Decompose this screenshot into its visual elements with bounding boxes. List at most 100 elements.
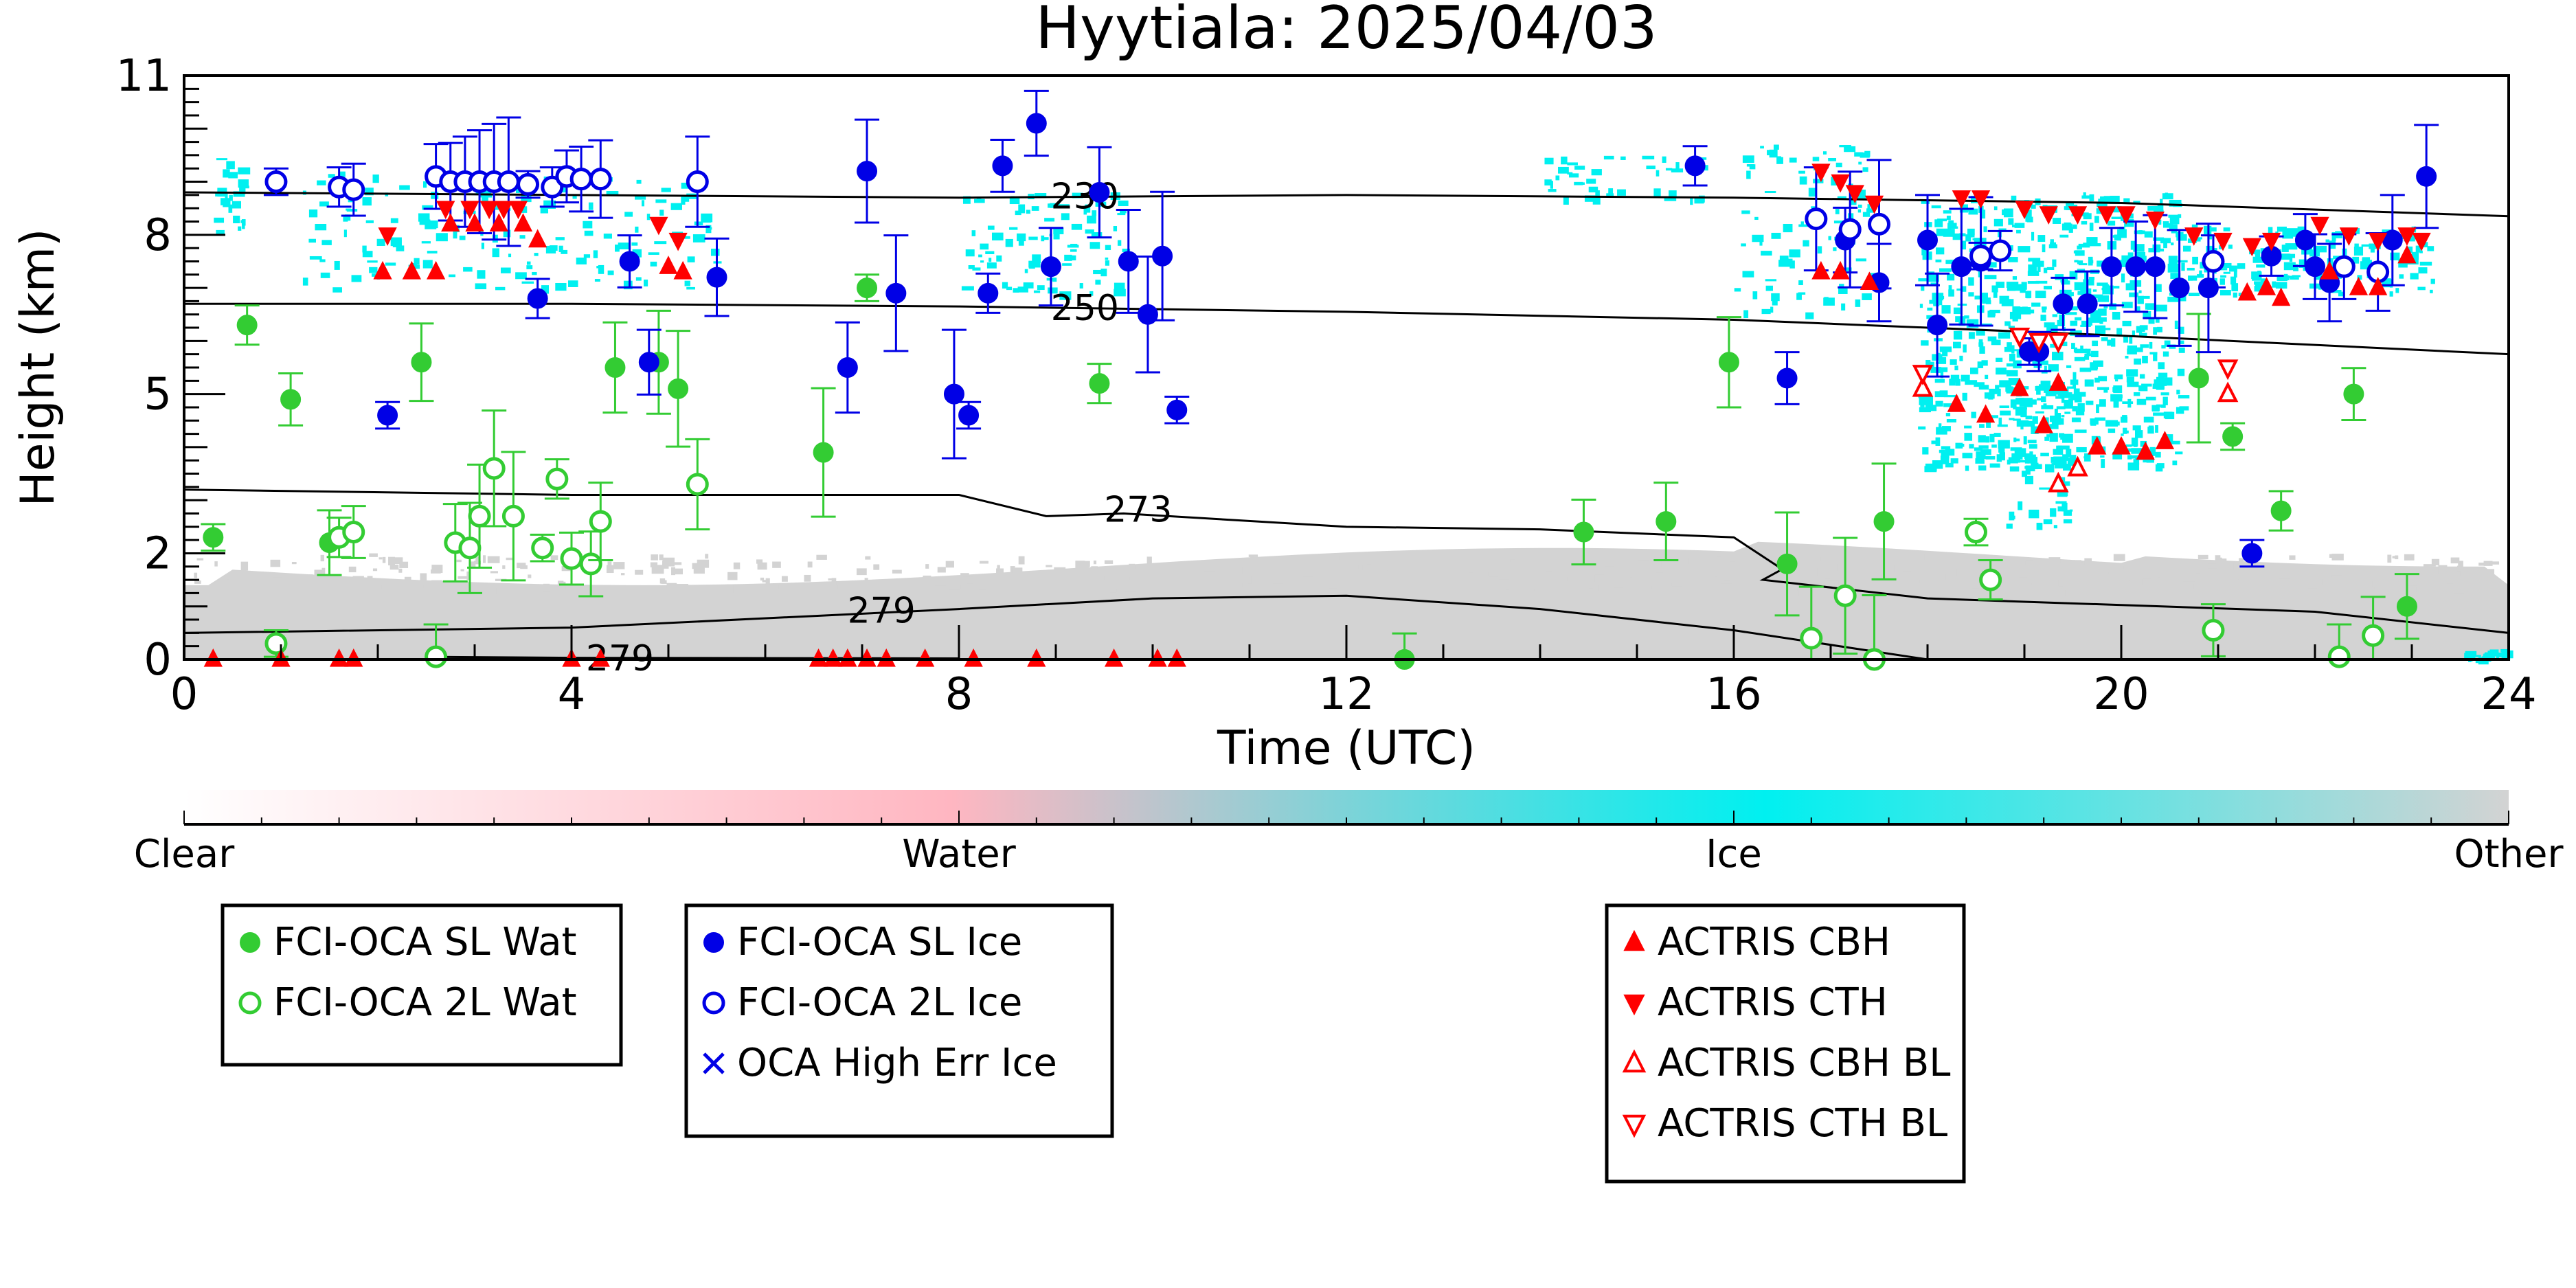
data-point — [411, 352, 432, 373]
cloud-pixel — [2077, 245, 2082, 250]
cloud-pixel — [2008, 378, 2021, 385]
cloud-pixel — [588, 202, 594, 210]
data-point — [2015, 201, 2034, 220]
cloud-pixel — [1808, 567, 1818, 577]
cloud-pixel — [2066, 449, 2072, 458]
cloud-pixel — [457, 576, 468, 579]
cloud-pixel — [1942, 349, 1948, 357]
cloud-pixel — [2423, 564, 2436, 567]
data-point — [1718, 352, 1739, 373]
cloud-pixel — [1968, 277, 1974, 286]
cloud-pixel — [2006, 370, 2018, 376]
cloud-pixel — [2160, 404, 2166, 408]
cloud-pixel — [2078, 263, 2088, 266]
cloud-pixel — [2151, 405, 2160, 411]
cloud-pixel — [2155, 425, 2158, 433]
cloud-pixel — [572, 196, 577, 199]
cloud-pixel — [1743, 310, 1749, 319]
data-point — [1026, 113, 1047, 134]
data-point — [1868, 212, 1890, 236]
cloud-pixel — [1525, 583, 1535, 591]
cloud-pixel — [1591, 169, 1602, 176]
data-point — [2261, 232, 2281, 251]
cloud-pixel — [583, 254, 591, 258]
legend-label: FCI-OCA SL Ice — [737, 920, 1022, 964]
cloud-pixel — [762, 580, 768, 583]
cloud-pixel — [2470, 655, 2481, 657]
cloud-pixel — [2208, 563, 2217, 569]
cloud-pixel — [2134, 430, 2143, 438]
cloud-pixel — [2260, 278, 2266, 286]
cloud-pixel — [705, 554, 709, 559]
cloud-pixel — [2103, 387, 2108, 393]
cloud-pixel — [2061, 396, 2065, 403]
cloud-pixel — [2144, 231, 2153, 238]
cloud-pixel — [2064, 411, 2071, 414]
data-point — [2155, 431, 2175, 449]
cloud-pixel — [2283, 567, 2290, 569]
cloud-pixel — [2040, 452, 2049, 457]
cloud-pixel — [2083, 456, 2088, 459]
cloud-pixel — [390, 218, 398, 223]
cloud-pixel — [1965, 234, 1971, 242]
cloud-pixel — [460, 569, 464, 572]
cloud-pixel — [481, 242, 484, 249]
cloud-pixel — [613, 562, 625, 569]
cloud-pixel — [2148, 317, 2155, 324]
data-point — [668, 378, 689, 399]
cloud-pixel — [273, 574, 282, 578]
cloud-pixel — [2417, 286, 2426, 291]
cloud-pixel — [1939, 268, 1952, 272]
cloud-pixel — [1012, 567, 1023, 574]
cloud-pixel — [1557, 573, 1566, 581]
cloud-pixel — [2096, 404, 2099, 414]
cloud-pixel — [1798, 280, 1803, 286]
cloud-pixel — [1868, 572, 1878, 580]
cloud-pixel — [1568, 173, 1579, 178]
cloud-pixel — [2101, 459, 2105, 468]
cloud-pixel — [1936, 427, 1947, 435]
cloud-pixel — [2061, 502, 2068, 512]
cloud-pixel — [2357, 275, 2362, 280]
cloud-pixel — [2010, 399, 2017, 408]
cloud-pixel — [1544, 179, 1552, 185]
cloud-pixel — [2307, 580, 2318, 589]
cloud-pixel — [1765, 279, 1777, 282]
cloud-pixel — [1975, 458, 1985, 464]
cloud-pixel — [399, 561, 409, 568]
cloud-pixel — [1554, 553, 1561, 558]
cloud-pixel — [2158, 372, 2168, 378]
cloud-pixel — [543, 583, 550, 592]
legend-label: ACTRIS CBH — [1658, 920, 1890, 964]
cloud-pixel — [1662, 156, 1667, 163]
cloud-pixel — [2097, 387, 2110, 390]
legend-label: FCI-OCA SL Wat — [273, 920, 577, 964]
cloud-pixel — [2084, 272, 2088, 280]
cloud-pixel — [2419, 261, 2432, 266]
cloud-pixel — [2004, 321, 2011, 326]
cloud-pixel — [2020, 307, 2031, 315]
data-point — [2272, 287, 2291, 306]
cloud-pixel — [2254, 281, 2261, 285]
cloud-pixel — [1968, 292, 1974, 297]
data-point — [2369, 232, 2388, 251]
cloud-pixel — [2009, 354, 2015, 362]
cloud-pixel — [2160, 392, 2169, 396]
cloud-pixel — [1849, 196, 1857, 205]
cloud-pixel — [1095, 201, 1107, 207]
cloud-pixel — [421, 241, 431, 244]
cloud-pixel — [1653, 188, 1661, 198]
cloud-pixel — [1033, 290, 1041, 293]
cloud-pixel — [2112, 452, 2123, 460]
cloud-pixel — [2157, 205, 2164, 211]
cloud-pixel — [1977, 361, 1984, 369]
data-point — [1917, 229, 1938, 251]
cloud-pixel — [1093, 561, 1097, 565]
cloud-pixel — [420, 573, 427, 582]
cloud-pixel — [1506, 589, 1510, 598]
series-actris-cbh-bl — [1912, 376, 2239, 493]
cloud-pixel — [987, 225, 995, 230]
cloud-pixel — [2137, 295, 2144, 304]
x-tick-label: 24 — [2481, 669, 2536, 720]
